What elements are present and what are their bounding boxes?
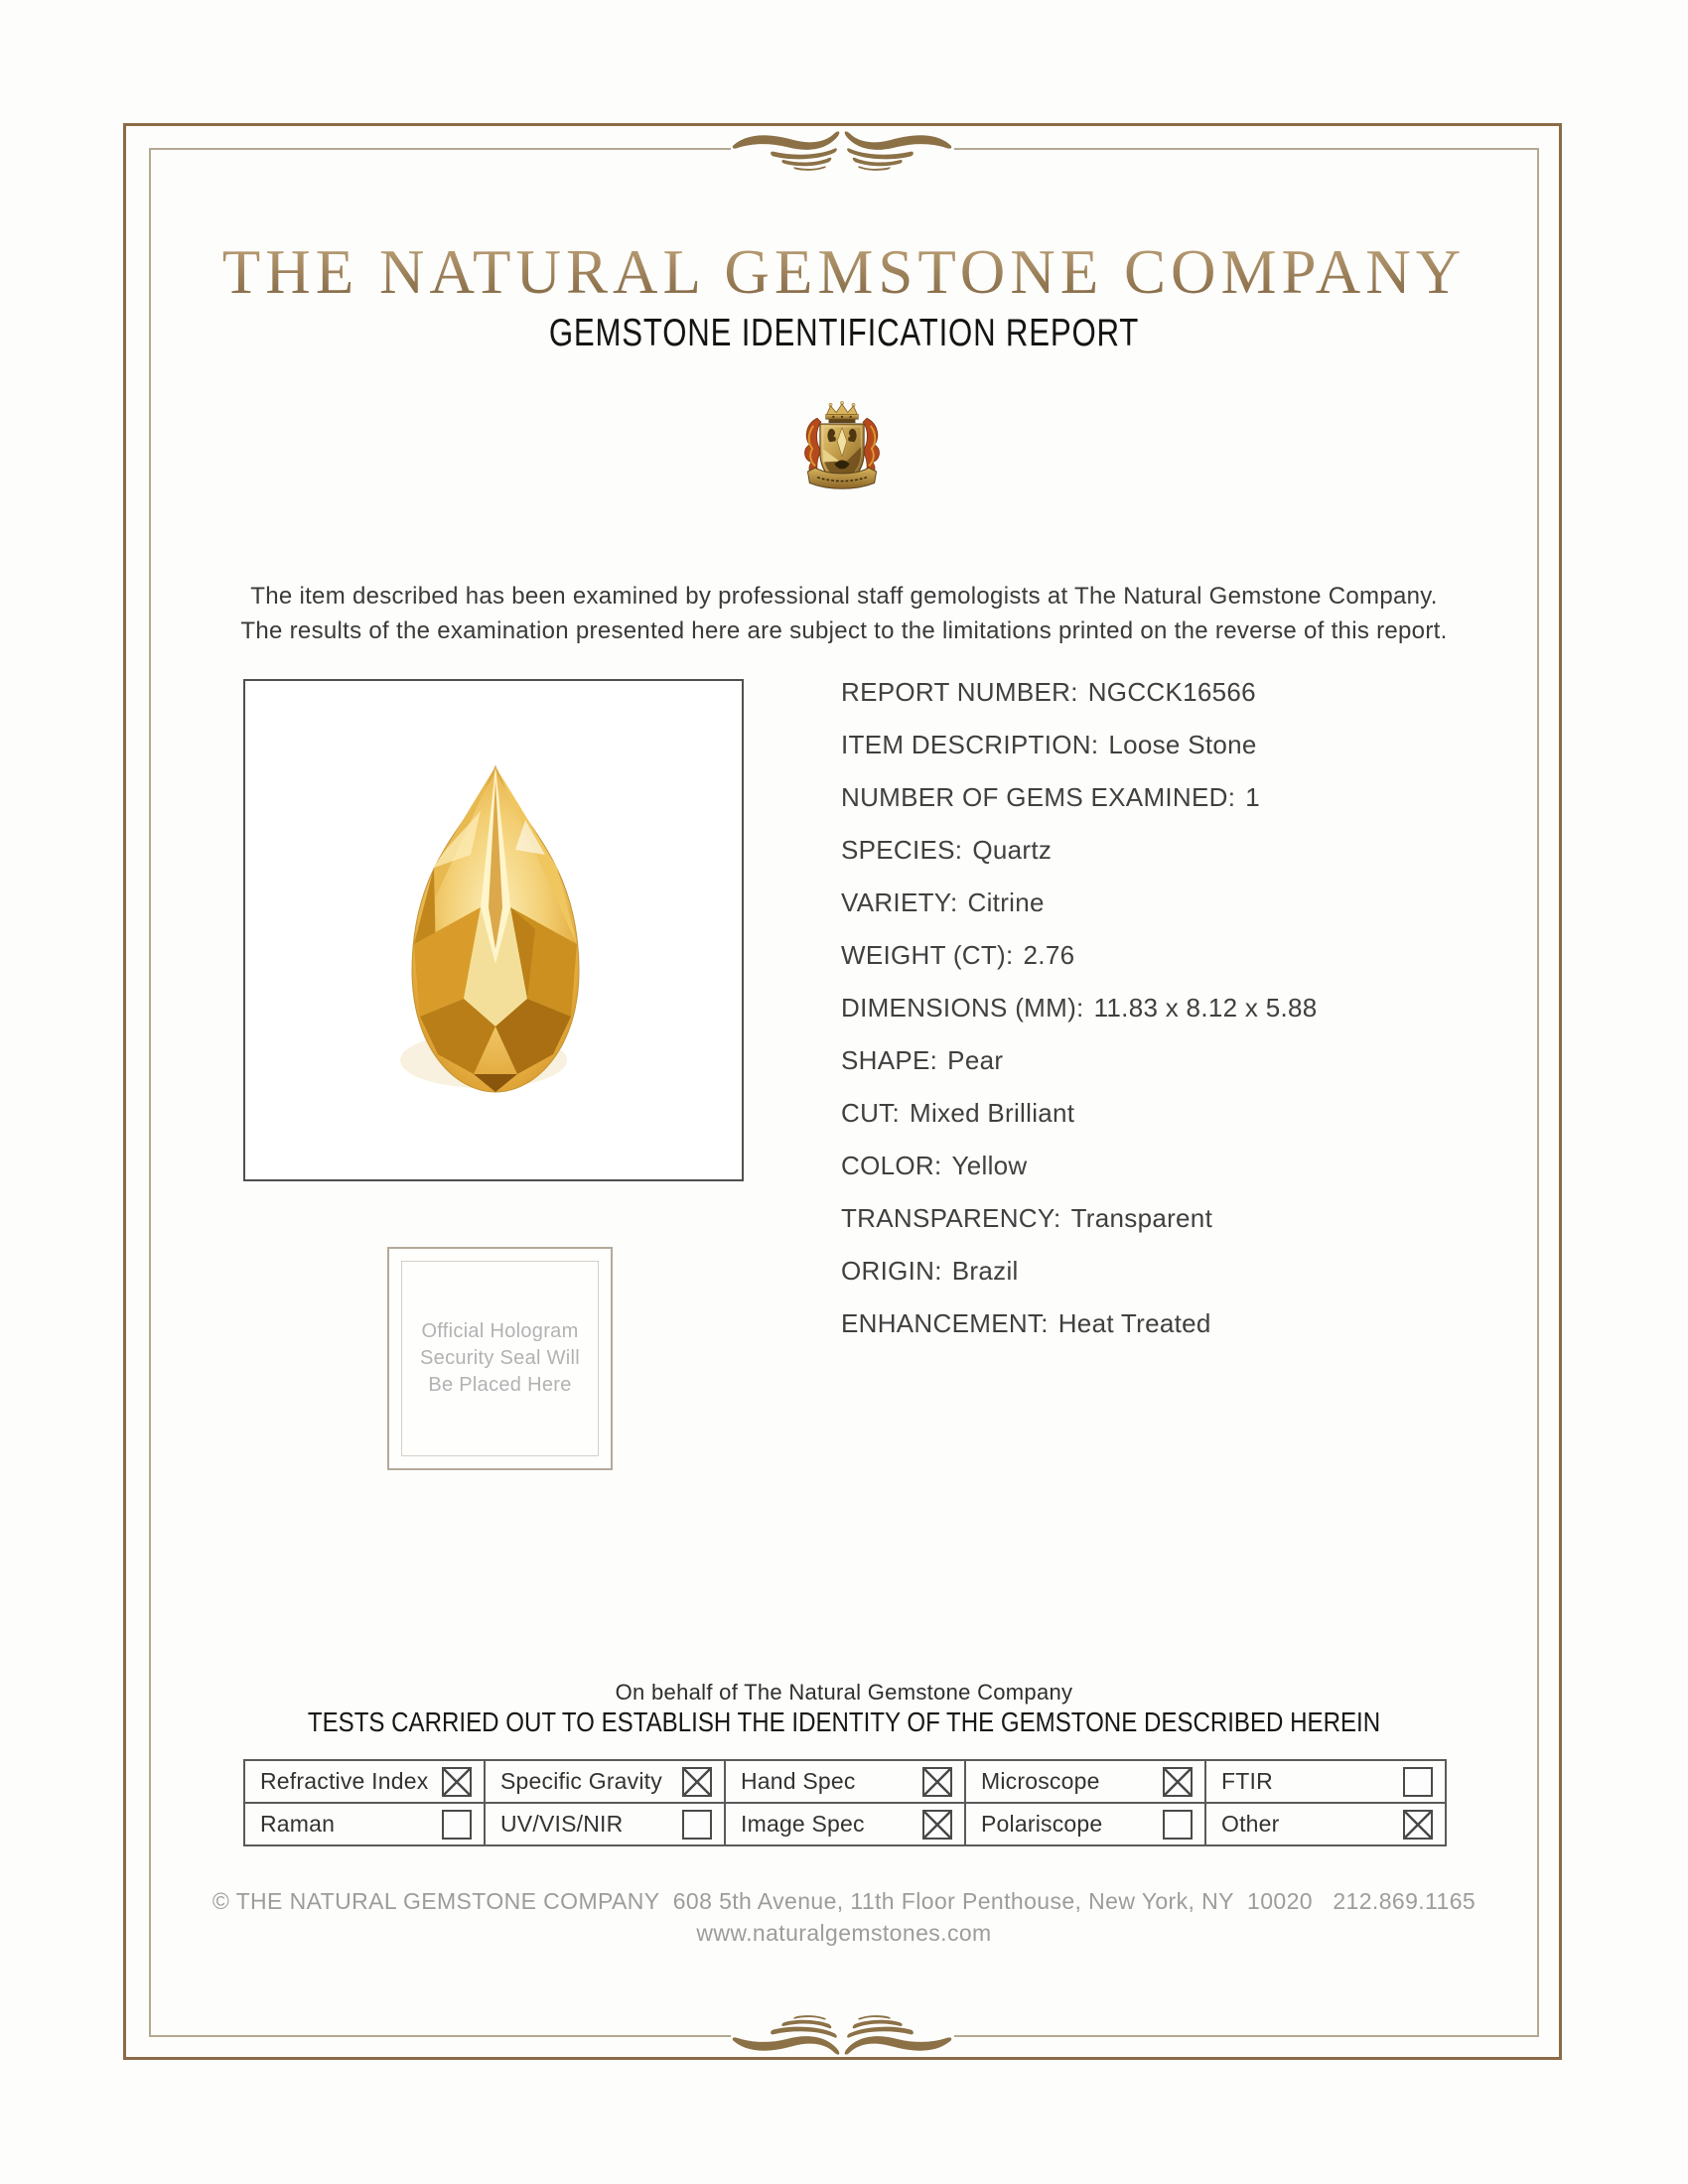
gem-photo-box — [243, 679, 744, 1181]
detail-value: Heat Treated — [1057, 1308, 1211, 1338]
detail-row: TRANSPARENCY: Transparent — [841, 1192, 1457, 1245]
hologram-line-3: Be Placed Here — [428, 1374, 572, 1396]
detail-label: TRANSPARENCY: — [841, 1203, 1061, 1233]
tests-heading: TESTS CARRIED OUT TO ESTABLISH THE IDENT… — [307, 1706, 1381, 1737]
detail-row: COLOR: Yellow — [841, 1140, 1457, 1192]
test-checkbox-icon — [682, 1809, 712, 1840]
detail-row: REPORT NUMBER: NGCCK16566 — [841, 666, 1457, 719]
detail-row: VARIETY: Citrine — [841, 877, 1457, 929]
test-checkbox-icon — [1163, 1809, 1193, 1840]
test-label: UV/VIS/NIR — [500, 1811, 624, 1837]
detail-value: Yellow — [951, 1151, 1028, 1180]
test-item: UV/VIS/NIR — [485, 1803, 725, 1845]
test-label: FTIR — [1221, 1768, 1273, 1794]
inner-border-line — [149, 148, 731, 150]
intro-paragraph: The item described has been examined by … — [0, 579, 1688, 648]
test-label: Polariscope — [981, 1811, 1103, 1837]
test-checkbox-icon — [682, 1766, 712, 1797]
test-label: Refractive Index — [260, 1768, 429, 1794]
report-title: GEMSTONE IDENTIFICATION REPORT — [548, 312, 1140, 354]
detail-value: Mixed Brilliant — [909, 1098, 1075, 1128]
detail-row: ENHANCEMENT: Heat Treated — [841, 1297, 1457, 1350]
test-item: Refractive Index — [244, 1760, 485, 1803]
flourish-icon — [732, 2015, 952, 2055]
detail-value: Loose Stone — [1108, 730, 1257, 759]
detail-label: ORIGIN: — [841, 1256, 942, 1286]
test-item: Image Spec — [725, 1803, 965, 1845]
company-crest-icon — [804, 401, 881, 489]
outer-border-frame — [123, 123, 1562, 2060]
detail-label: SPECIES: — [841, 835, 963, 865]
detail-row: ORIGIN: Brazil — [841, 1245, 1457, 1297]
test-label: Other — [1221, 1811, 1280, 1837]
detail-row: CUT: Mixed Brilliant — [841, 1087, 1457, 1140]
report-details: REPORT NUMBER: NGCCK16566 ITEM DESCRIPTIO… — [841, 666, 1457, 1350]
detail-value: 2.76 — [1023, 940, 1075, 970]
detail-row: DIMENSIONS (MM): 11.83 x 8.12 x 5.88 — [841, 982, 1457, 1034]
test-label: Image Spec — [741, 1811, 865, 1837]
detail-label: VARIETY: — [841, 887, 958, 917]
detail-label: COLOR: — [841, 1151, 942, 1180]
test-label: Specific Gravity — [500, 1768, 662, 1794]
footer-website: www.naturalgemstones.com — [696, 1920, 992, 1946]
tests-table: Refractive Index Specific Gravity Hand S… — [243, 1759, 1447, 1846]
test-item: Microscope — [965, 1760, 1205, 1803]
test-checkbox-icon — [1163, 1766, 1193, 1797]
detail-label: REPORT NUMBER: — [841, 677, 1078, 707]
inner-border-line — [149, 2035, 731, 2037]
test-label: Microscope — [981, 1768, 1100, 1794]
inner-border-line — [954, 148, 1539, 150]
test-item: FTIR — [1205, 1760, 1446, 1803]
detail-value: 1 — [1245, 782, 1261, 812]
detail-value: 11.83 x 8.12 x 5.88 — [1093, 993, 1318, 1023]
detail-label: NUMBER OF GEMS EXAMINED: — [841, 782, 1236, 812]
inner-border-line — [149, 148, 151, 2037]
detail-value: Pear — [947, 1045, 1004, 1075]
hologram-line-2: Security Seal Will — [420, 1347, 580, 1369]
company-name: THE NATURAL GEMSTONE COMPANY — [0, 236, 1688, 309]
detail-value: Transparent — [1070, 1203, 1213, 1233]
detail-label: ENHANCEMENT: — [841, 1308, 1049, 1338]
detail-value: NGCCK16566 — [1087, 677, 1256, 707]
test-item: Polariscope — [965, 1803, 1205, 1845]
detail-row: WEIGHT (CT): 2.76 — [841, 929, 1457, 982]
detail-label: WEIGHT (CT): — [841, 940, 1014, 970]
detail-row: SHAPE: Pear — [841, 1034, 1457, 1087]
test-checkbox-icon — [1403, 1766, 1433, 1797]
test-item: Specific Gravity — [485, 1760, 725, 1803]
on-behalf-text: On behalf of The Natural Gemstone Compan… — [615, 1680, 1073, 1705]
detail-row: SPECIES: Quartz — [841, 824, 1457, 877]
hologram-inner-border: Official Hologram Security Seal Will Be … — [401, 1261, 599, 1456]
test-item: Hand Spec — [725, 1760, 965, 1803]
gem-photo — [400, 764, 580, 1093]
detail-label: ITEM DESCRIPTION: — [841, 730, 1099, 759]
test-label: Hand Spec — [741, 1768, 856, 1794]
test-checkbox-icon — [1403, 1809, 1433, 1840]
test-checkbox-icon — [922, 1766, 952, 1797]
hologram-placeholder-text: Official Hologram Security Seal Will Be … — [420, 1318, 580, 1399]
detail-value: Quartz — [972, 835, 1053, 865]
footer-address: © THE NATURAL GEMSTONE COMPANY 608 5th A… — [211, 1888, 1477, 1914]
test-item: Other — [1205, 1803, 1446, 1845]
detail-value: Brazil — [951, 1256, 1019, 1286]
intro-line-2: The results of the examination presented… — [240, 617, 1448, 644]
hologram-seal-placeholder: Official Hologram Security Seal Will Be … — [387, 1247, 613, 1470]
intro-line-1: The item described has been examined by … — [250, 583, 1438, 610]
test-label: Raman — [260, 1811, 336, 1837]
detail-value: Citrine — [967, 887, 1045, 917]
inner-border-line — [1537, 148, 1539, 2037]
test-checkbox-icon — [442, 1809, 472, 1840]
detail-row: ITEM DESCRIPTION: Loose Stone — [841, 719, 1457, 771]
detail-label: DIMENSIONS (MM): — [841, 993, 1084, 1023]
detail-label: SHAPE: — [841, 1045, 938, 1075]
hologram-line-1: Official Hologram — [421, 1320, 579, 1342]
detail-row: NUMBER OF GEMS EXAMINED: 1 — [841, 771, 1457, 824]
test-item: Raman — [244, 1803, 485, 1845]
test-checkbox-icon — [442, 1766, 472, 1797]
test-checkbox-icon — [922, 1809, 952, 1840]
inner-border-line — [954, 2035, 1539, 2037]
flourish-icon — [732, 131, 952, 171]
detail-label: CUT: — [841, 1098, 900, 1128]
